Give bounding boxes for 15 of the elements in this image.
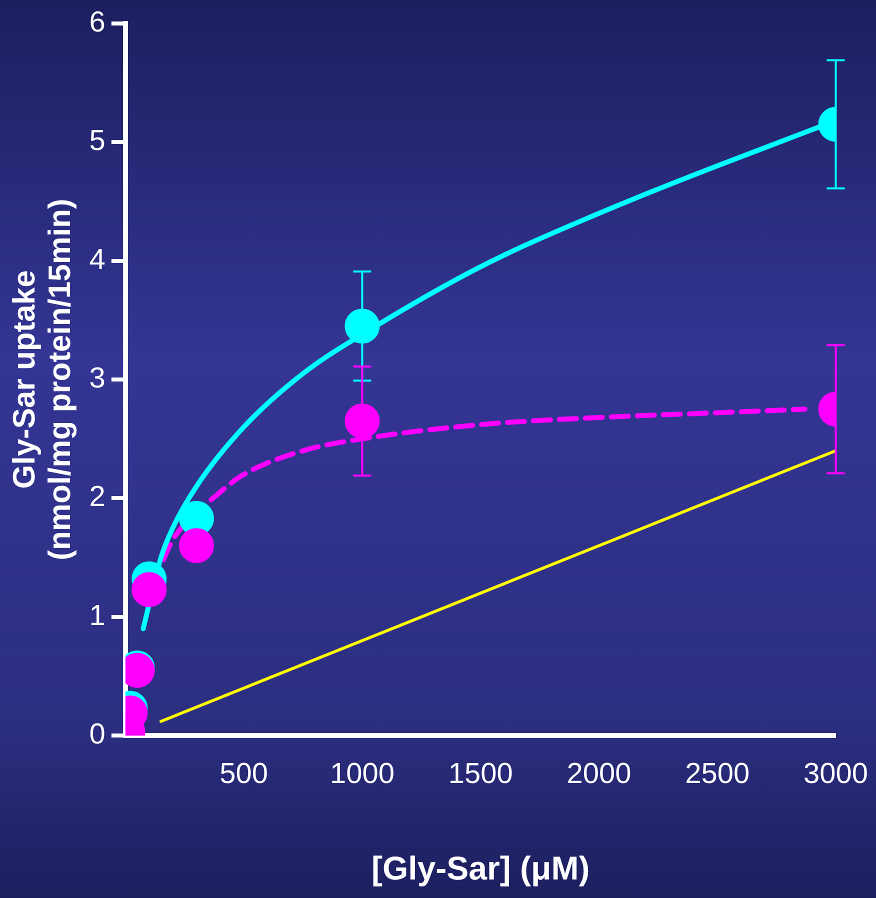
x-tick-label: 1500 (448, 758, 513, 790)
y-tick-label: 1 (89, 600, 106, 632)
x-tick-label: 1000 (330, 758, 394, 790)
y-axis-title: Gly-Sar uptake (nmol/mg protein/15min) (6, 198, 78, 560)
x-tick-label: 2000 (566, 758, 632, 790)
y-tick-label: 3 (89, 362, 106, 394)
x-tick-label: 500 (220, 758, 268, 790)
x-axis-title: [Gly-Sar] (μM) (371, 849, 590, 886)
y-tick-label: 6 (89, 6, 106, 38)
y-tick-label: 5 (89, 125, 106, 158)
y-tick-label: 4 (89, 244, 106, 276)
y-tick-label: 2 (89, 481, 106, 514)
x-tick-label: 3000 (803, 758, 868, 790)
x-tick-label: 2500 (685, 758, 750, 790)
y-tick-label: 0 (89, 718, 106, 751)
